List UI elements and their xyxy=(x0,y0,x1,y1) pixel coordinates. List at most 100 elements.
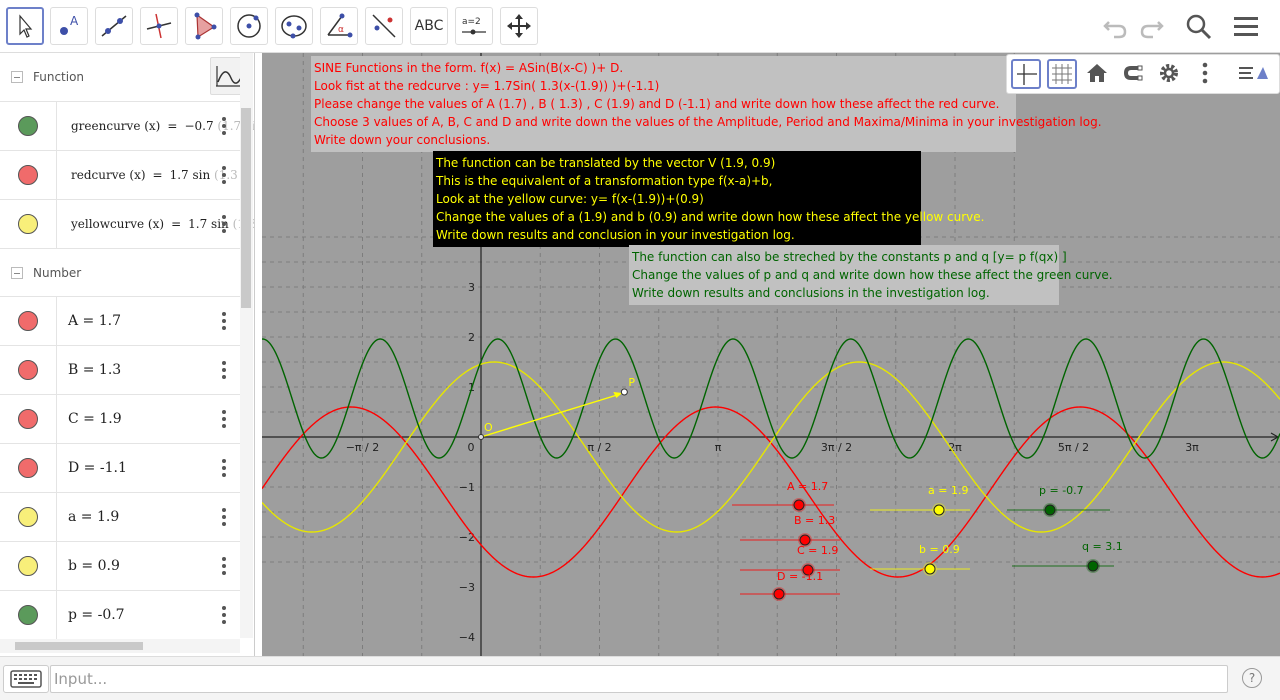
undo-button[interactable] xyxy=(1098,10,1132,44)
slider-knob-C[interactable] xyxy=(802,564,814,576)
visibility-toggle-dot[interactable] xyxy=(18,165,38,185)
svg-text:a=2: a=2 xyxy=(462,17,481,27)
more-vertical-icon[interactable] xyxy=(222,557,226,575)
function-lhs: greencurve (x) xyxy=(71,119,161,133)
help-button[interactable]: ? xyxy=(1242,668,1262,688)
more-vertical-icon[interactable] xyxy=(222,166,226,184)
visibility-toggle-dot[interactable] xyxy=(18,556,38,576)
graphics-style-bar xyxy=(1006,54,1280,94)
graphics-more-button[interactable] xyxy=(1191,59,1221,89)
collapse-icon[interactable] xyxy=(11,266,23,279)
greencurve-row[interactable]: greencurve (x)=−0.7 (1.7 sin xyxy=(0,101,254,150)
main-menu-button[interactable] xyxy=(1229,10,1263,44)
slider-knob-a[interactable] xyxy=(933,504,945,516)
slider-knob-D[interactable] xyxy=(773,588,785,600)
reflect-tool-button[interactable] xyxy=(365,7,403,45)
visibility-toggle-dot[interactable] xyxy=(18,214,38,234)
slider-knob-B[interactable] xyxy=(799,534,811,546)
more-vertical-icon[interactable] xyxy=(222,459,226,477)
algebra-view: Function greencurve (x)=−0.7 (1.7 sinred… xyxy=(0,53,255,656)
ellipse-icon xyxy=(281,15,307,39)
function-equals: = xyxy=(167,119,178,133)
number-group-header[interactable]: Number xyxy=(0,248,240,296)
hamburger-menu-icon xyxy=(1234,17,1258,36)
circle-tool-button[interactable] xyxy=(230,7,268,45)
visibility-toggle-dot[interactable] xyxy=(18,409,38,429)
graphics-settings-button[interactable] xyxy=(1155,59,1185,89)
slider-b-row[interactable]: b = 0.9 xyxy=(0,541,240,590)
slider-D-row[interactable]: D = -1.1 xyxy=(0,443,240,492)
slider-knob-b[interactable] xyxy=(924,563,936,575)
instruction-line: The function can also be streched by the… xyxy=(632,250,1067,264)
keyboard-toggle-button[interactable] xyxy=(3,665,49,693)
row-divider xyxy=(56,591,57,639)
more-vertical-icon[interactable] xyxy=(222,606,226,624)
polygon-tool-button[interactable] xyxy=(185,7,223,45)
slider-p-row[interactable]: p = -0.7 xyxy=(0,590,240,639)
algebra-input-field[interactable]: Input... xyxy=(50,665,1228,693)
slider-tool-button[interactable]: a=2 xyxy=(455,7,493,45)
more-vertical-icon[interactable] xyxy=(222,312,226,330)
origin-point xyxy=(478,434,484,440)
greencurve-definition[interactable]: greencurve (x)=−0.7 (1.7 sin xyxy=(71,119,254,133)
slider-C-row[interactable]: C = 1.9 xyxy=(0,394,240,443)
more-vertical-icon[interactable] xyxy=(222,215,226,233)
slider-B-definition[interactable]: B = 1.3 xyxy=(68,362,121,378)
algebra-vertical-scrollbar-thumb[interactable] xyxy=(241,108,251,308)
line-tool-button[interactable] xyxy=(95,7,133,45)
function-group-header[interactable]: Function xyxy=(0,53,240,101)
slider-b-definition[interactable]: b = 0.9 xyxy=(68,558,120,574)
slider-a-definition[interactable]: a = 1.9 xyxy=(68,509,119,525)
y-tick-label: −1 xyxy=(459,481,475,494)
point-capturing-button[interactable] xyxy=(1119,59,1149,89)
standard-view-button[interactable] xyxy=(1083,59,1113,89)
instruction-line: Write down results and conclusion in you… xyxy=(436,228,795,242)
slider-A-row[interactable]: A = 1.7 xyxy=(0,296,240,345)
collapse-icon[interactable] xyxy=(11,71,23,83)
yellowcurve-row[interactable]: yellowcurve (x)=1.7 sin (1.3 xyxy=(0,199,254,248)
algebra-list: Function greencurve (x)=−0.7 (1.7 sinred… xyxy=(0,53,254,639)
point-A-icon: A xyxy=(60,14,79,35)
translation-vector xyxy=(480,393,621,438)
slider-B-row[interactable]: B = 1.3 xyxy=(0,345,240,394)
input-bar: Input... ? xyxy=(0,656,1280,700)
search-button[interactable] xyxy=(1182,10,1216,44)
toggle-axes-button[interactable] xyxy=(1011,59,1041,89)
visibility-toggle-dot[interactable] xyxy=(18,116,38,136)
more-vertical-icon[interactable] xyxy=(222,117,226,135)
visibility-toggle-dot[interactable] xyxy=(18,311,38,331)
algebra-horizontal-scrollbar-thumb[interactable] xyxy=(15,642,143,650)
slider-knob-q[interactable] xyxy=(1087,560,1099,572)
slider-C-definition[interactable]: C = 1.9 xyxy=(68,411,122,427)
slider-D-definition[interactable]: D = -1.1 xyxy=(68,460,127,476)
style-bar-toggle-button[interactable] xyxy=(1237,59,1268,89)
x-tick-label: 0 xyxy=(468,441,475,454)
text-tool-button[interactable]: ABC xyxy=(410,7,448,45)
visibility-toggle-dot[interactable] xyxy=(18,605,38,625)
slider-a-row[interactable]: a = 1.9 xyxy=(0,492,240,541)
angle-tool-button[interactable]: α xyxy=(320,7,358,45)
toggle-grid-button[interactable] xyxy=(1047,59,1077,89)
redcurve-row[interactable]: redcurve (x) = 1.7 sin (1.3 (x xyxy=(0,150,253,199)
svg-text:A: A xyxy=(70,14,79,28)
yellowcurve-definition[interactable]: yellowcurve (x)=1.7 sin (1.3 xyxy=(71,217,254,231)
perpendicular-tool-button[interactable] xyxy=(140,7,178,45)
visibility-toggle-dot[interactable] xyxy=(18,458,38,478)
slider-A-definition[interactable]: A = 1.7 xyxy=(68,313,121,329)
slider-knob-A[interactable] xyxy=(793,499,805,511)
number-value: D = -1.1 xyxy=(68,460,127,476)
move-tool-button[interactable] xyxy=(6,7,44,45)
visibility-toggle-dot[interactable] xyxy=(18,507,38,527)
conic-tool-button[interactable] xyxy=(275,7,313,45)
more-vertical-icon[interactable] xyxy=(222,410,226,428)
more-vertical-icon[interactable] xyxy=(222,508,226,526)
more-vertical-icon[interactable] xyxy=(222,361,226,379)
slider-p-definition[interactable]: p = -0.7 xyxy=(68,607,125,623)
slider-knob-p[interactable] xyxy=(1044,504,1056,516)
move-graphics-tool-button[interactable] xyxy=(500,7,538,45)
visibility-toggle-dot[interactable] xyxy=(18,360,38,380)
redo-button[interactable] xyxy=(1135,10,1169,44)
point-tool-button[interactable]: A xyxy=(50,7,88,45)
